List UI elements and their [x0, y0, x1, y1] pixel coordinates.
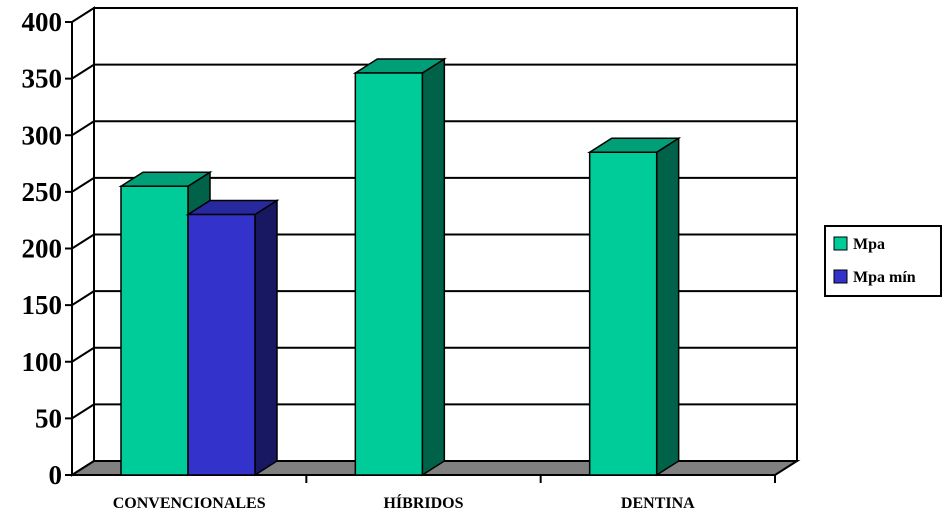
- gridline-side: [71, 403, 95, 420]
- bar-mpa-m-n-0: [187, 213, 256, 476]
- bar-mpa-2: [588, 151, 658, 476]
- gridline-side: [71, 177, 95, 193]
- gridline-side: [71, 233, 95, 250]
- y-tick-label: 0: [49, 460, 63, 490]
- bars: [118, 57, 682, 477]
- x-tick-label: CONVENCIONALES: [113, 495, 266, 512]
- y-tick-label: 300: [22, 120, 63, 150]
- bar-mpa-0: [120, 185, 189, 476]
- x-tick-label: HÍBRIDOS: [383, 493, 463, 512]
- gridline-side: [71, 290, 95, 306]
- y-tick-label: 350: [22, 64, 63, 94]
- bar-side-mpa-m-n-0: [254, 199, 278, 477]
- gridline-side: [71, 120, 95, 137]
- legend-swatch-mpa: [833, 236, 848, 251]
- y-tick-label: 200: [22, 234, 63, 264]
- bar-side-mpa-1: [421, 57, 446, 477]
- gridline-side: [71, 346, 95, 363]
- legend-swatch-mpa-min: [833, 269, 848, 284]
- legend: Mpa Mpa mín: [824, 225, 942, 297]
- legend-label-mpa-min: Mpa mín: [853, 269, 916, 286]
- y-tick-label: 250: [22, 177, 63, 207]
- x-tick-labels: CONVENCIONALES HÍBRIDOS DENTINA: [113, 493, 695, 512]
- x-tick-label: DENTINA: [621, 495, 695, 512]
- y-tick-label: 400: [22, 7, 63, 37]
- legend-label-mpa: Mpa: [853, 236, 885, 253]
- y-tick-labels: 0 50 100 150 200 250 300 350 400: [22, 7, 63, 490]
- gridline-side: [71, 63, 95, 80]
- y-tick-label: 150: [22, 290, 63, 320]
- bar-mpa-1: [354, 72, 424, 476]
- bar-side-mpa-2: [655, 136, 680, 477]
- y-tick-label: 50: [35, 403, 62, 433]
- y-tick-label: 100: [22, 347, 63, 377]
